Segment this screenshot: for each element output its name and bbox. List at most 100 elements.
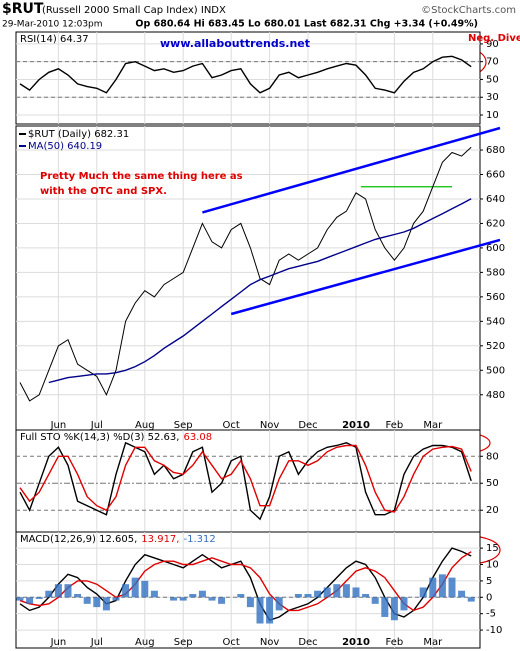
panel: [15, 31, 481, 125]
series-line: [19, 444, 472, 513]
annotation: Pretty Much the same thing here as: [40, 171, 243, 182]
x-tick-label: 2010: [342, 420, 370, 431]
y-tick-label: 70: [486, 57, 499, 68]
annotation: Neg. Divergence: [468, 33, 520, 44]
series-line: [19, 441, 472, 521]
x-tick-label: Feb: [386, 637, 404, 648]
histogram-bar: [371, 597, 379, 604]
histogram-bar: [458, 590, 466, 598]
legend-entry: MACD(12,26,9) 12.605,: [20, 534, 137, 545]
histogram-bar: [102, 597, 110, 611]
series-line: [19, 146, 472, 402]
y-tick-label: 10: [486, 110, 499, 121]
annotation: with the OTC and SPX.: [40, 186, 167, 197]
y-tick-label: 520: [486, 341, 505, 352]
y-tick-label: 600: [486, 243, 505, 254]
x-tick-label: Jun: [50, 637, 67, 648]
histogram-bar: [54, 584, 62, 598]
histogram-bar: [45, 590, 53, 598]
histogram-bar: [131, 577, 139, 598]
y-tick-label: 620: [486, 218, 505, 229]
histogram-bar: [266, 597, 274, 624]
x-tick-label: Feb: [386, 420, 404, 431]
brand: ©StockCharts.com: [421, 5, 516, 16]
legend-entry: 13.917,: [141, 534, 179, 545]
y-tick-label: -10: [486, 625, 502, 636]
histogram-bar: [438, 574, 446, 598]
y-tick-label: 90: [486, 39, 499, 50]
x-tick-label: Jun: [50, 420, 67, 431]
histogram-bar: [304, 594, 312, 598]
histogram-bar: [208, 597, 216, 601]
x-tick-label: Nov: [260, 637, 280, 648]
histogram-bar: [26, 597, 34, 604]
y-tick-label: 15: [486, 543, 499, 554]
legend-entry: -1.312: [183, 534, 215, 545]
histogram-bar: [429, 577, 437, 598]
x-tick-label: Sep: [174, 420, 193, 431]
x-tick-label: Mar: [423, 637, 443, 648]
x-tick-label: Dec: [298, 420, 317, 431]
x-tick-label: Aug: [135, 420, 155, 431]
legend-entry: 63.08: [183, 432, 212, 443]
histogram-bar: [467, 597, 475, 602]
quote: Op 680.64 Hi 683.45 Lo 680.01 Last 682.3…: [135, 19, 478, 30]
histogram-bar: [35, 597, 43, 599]
x-tick-label: Mar: [423, 420, 443, 431]
histogram-bar: [74, 594, 82, 598]
histogram-bar: [323, 587, 331, 598]
y-tick-label: 30: [486, 92, 499, 103]
histogram-bar: [64, 584, 72, 598]
trendline: [202, 126, 501, 214]
histogram-bar: [342, 584, 350, 598]
y-tick-label: 50: [486, 478, 499, 489]
y-tick-label: 580: [486, 267, 505, 278]
index-name: (Russell 2000 Small Cap Index) INDX: [42, 5, 226, 16]
x-tick-label: Nov: [260, 420, 280, 431]
histogram-bar: [189, 594, 197, 598]
histogram-bar: [314, 590, 322, 598]
panel: [15, 125, 481, 431]
histogram-bar: [237, 594, 245, 598]
histogram-bar: [150, 590, 158, 598]
histogram-bar: [294, 594, 302, 598]
histogram-bar: [362, 594, 370, 598]
histogram-bar: [83, 597, 91, 604]
panel: [15, 531, 481, 649]
histogram-bar: [381, 597, 389, 617]
annotation: www.allabouttrends.net: [160, 37, 310, 50]
y-tick-label: 500: [486, 365, 505, 376]
panel-title: RSI(14) 64.37: [20, 34, 89, 45]
x-tick-label: Sep: [174, 637, 193, 648]
histogram-bar: [352, 587, 360, 598]
y-tick-label: 0: [486, 592, 492, 603]
histogram-bar: [275, 597, 283, 611]
histogram-bar: [93, 597, 101, 608]
series-line: [19, 55, 472, 94]
legend-entry: $RUT (Daily) 682.31: [28, 129, 129, 140]
x-tick-label: Oct: [223, 420, 240, 431]
y-tick-label: 640: [486, 194, 505, 205]
x-tick-label: 2010: [342, 637, 370, 648]
histogram-bar: [333, 584, 341, 598]
x-tick-label: Dec: [298, 637, 317, 648]
x-tick-label: Jul: [90, 637, 103, 648]
histogram-bar: [390, 597, 398, 621]
series-line: [19, 551, 472, 612]
y-tick-label: 80: [486, 451, 499, 462]
histogram-bar: [198, 590, 206, 598]
x-tick-label: Jul: [90, 420, 103, 431]
histogram-bar: [179, 597, 187, 601]
y-tick-label: 680: [486, 145, 505, 156]
date: 29-Mar-2010 12:03pm: [2, 20, 103, 30]
legend-entry: MA(50) 640.19: [28, 141, 102, 152]
histogram-bar: [400, 597, 408, 611]
trendline: [230, 238, 501, 316]
histogram-bar: [122, 584, 130, 598]
y-tick-label: -5: [486, 609, 496, 620]
histogram-bar: [448, 577, 456, 598]
y-tick-label: 660: [486, 169, 505, 180]
histogram-bar: [112, 597, 120, 601]
y-tick-label: 50: [486, 74, 499, 85]
